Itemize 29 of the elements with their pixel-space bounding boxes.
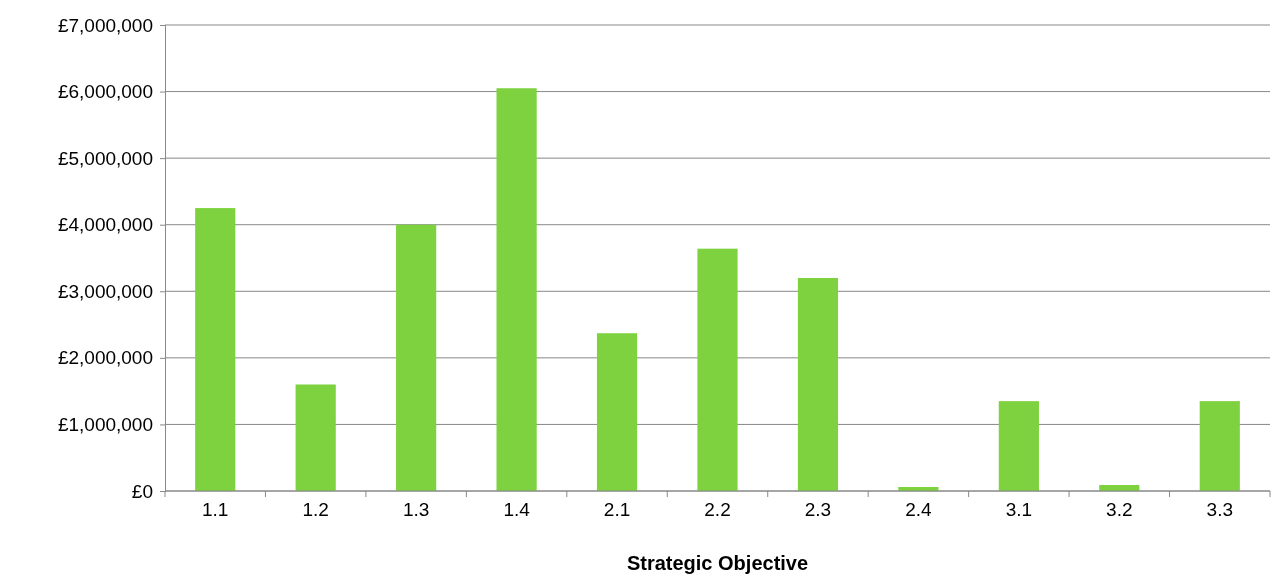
- y-tick-label: £0: [131, 480, 153, 502]
- y-tick-label: £2,000,000: [57, 347, 153, 369]
- x-tick-label: 3.2: [1106, 499, 1133, 521]
- y-tick-label: £5,000,000: [57, 147, 153, 169]
- x-tick-label: 3.3: [1206, 499, 1233, 521]
- x-tick-label: 1.2: [302, 499, 329, 521]
- x-tick-label: 2.3: [804, 499, 832, 521]
- bar: [797, 277, 839, 491]
- x-tick-label: 1.1: [202, 499, 229, 521]
- x-tick-label: 1.4: [503, 499, 531, 521]
- bar: [295, 384, 336, 491]
- y-tick-label: £7,000,000: [57, 14, 153, 36]
- y-tick-label: £4,000,000: [57, 214, 153, 236]
- x-axis-title: Strategic Objective: [626, 552, 809, 574]
- y-tick-label: £6,000,000: [57, 81, 153, 103]
- bar: [998, 401, 1039, 491]
- x-tick-label: 1.3: [402, 499, 430, 521]
- y-tick-label: £3,000,000: [57, 280, 153, 302]
- x-tick-label: 2.2: [704, 499, 731, 521]
- x-tick-label: 2.1: [603, 499, 631, 521]
- bar: [697, 248, 738, 491]
- bar: [396, 224, 437, 491]
- x-tick-label: 2.4: [905, 499, 933, 521]
- bar: [496, 88, 537, 491]
- x-tick-label: 3.1: [1005, 499, 1033, 521]
- y-tick-label: £1,000,000: [57, 414, 153, 436]
- bar: [1199, 401, 1240, 491]
- bar: [596, 333, 638, 491]
- bar: [195, 208, 236, 491]
